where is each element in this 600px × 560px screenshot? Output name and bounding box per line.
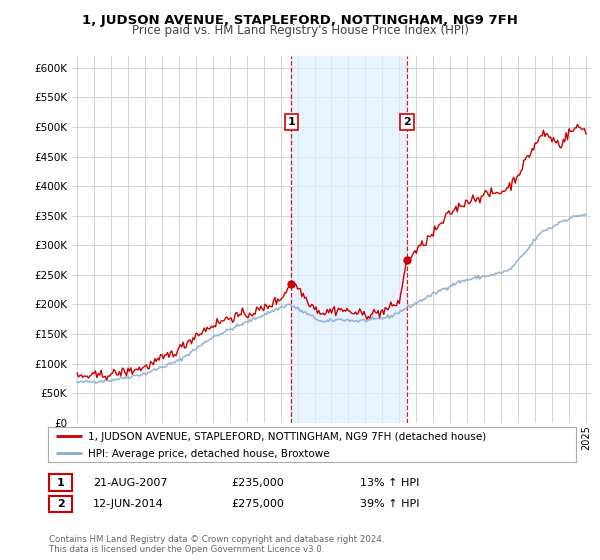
Text: 39% ↑ HPI: 39% ↑ HPI xyxy=(360,499,419,509)
Text: £275,000: £275,000 xyxy=(231,499,284,509)
Text: 1: 1 xyxy=(57,478,64,488)
Text: 1, JUDSON AVENUE, STAPLEFORD, NOTTINGHAM, NG9 7FH (detached house): 1, JUDSON AVENUE, STAPLEFORD, NOTTINGHAM… xyxy=(88,432,486,442)
Text: 2: 2 xyxy=(403,117,411,127)
Text: 21-AUG-2007: 21-AUG-2007 xyxy=(93,478,167,488)
Text: 2: 2 xyxy=(57,499,64,509)
Text: 1: 1 xyxy=(287,117,295,127)
Text: Contains HM Land Registry data © Crown copyright and database right 2024.
This d: Contains HM Land Registry data © Crown c… xyxy=(49,535,385,554)
Text: £235,000: £235,000 xyxy=(231,478,284,488)
Text: 1, JUDSON AVENUE, STAPLEFORD, NOTTINGHAM, NG9 7FH: 1, JUDSON AVENUE, STAPLEFORD, NOTTINGHAM… xyxy=(82,14,518,27)
Text: 12-JUN-2014: 12-JUN-2014 xyxy=(93,499,164,509)
Text: Price paid vs. HM Land Registry's House Price Index (HPI): Price paid vs. HM Land Registry's House … xyxy=(131,24,469,37)
Text: 13% ↑ HPI: 13% ↑ HPI xyxy=(360,478,419,488)
Text: HPI: Average price, detached house, Broxtowe: HPI: Average price, detached house, Brox… xyxy=(88,449,329,459)
Bar xyxy=(292,56,407,423)
